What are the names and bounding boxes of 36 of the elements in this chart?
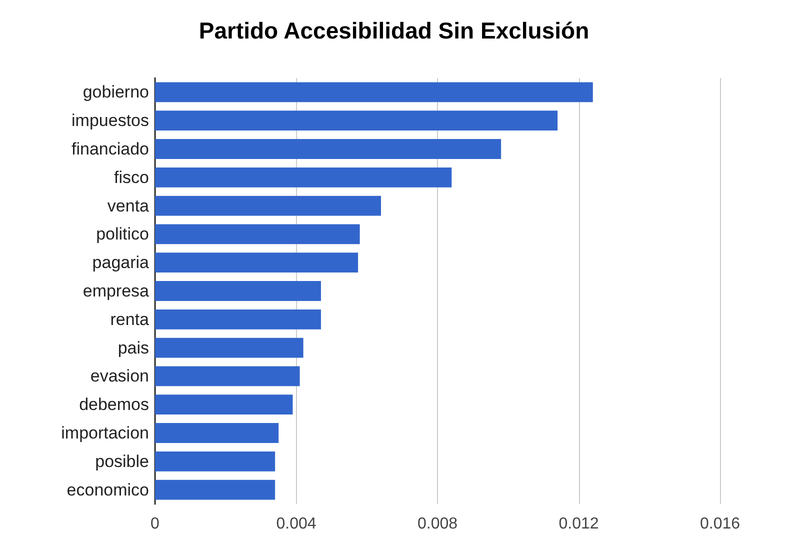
bar: [155, 196, 381, 216]
chart-title: Partido Accesibilidad Sin Exclusión: [198, 18, 590, 44]
y-tick-label: impuestos: [72, 111, 149, 130]
y-tick-label: fisco: [114, 168, 149, 187]
y-tick-label: venta: [107, 196, 150, 216]
x-tick-label: 0.004: [276, 516, 316, 532]
bar: [155, 366, 300, 386]
y-tick-label: posible: [95, 452, 149, 471]
y-tick-label: evasion: [90, 366, 149, 386]
x-tick-label: 0.016: [700, 516, 740, 532]
bar: [155, 167, 452, 188]
y-tick-label: importacion: [61, 424, 149, 442]
y-tick-label: financiado: [71, 140, 149, 158]
x-tick-label: 0.008: [417, 516, 458, 532]
bar: [155, 82, 593, 102]
x-tick-label: 0: [150, 516, 160, 532]
bar: [155, 139, 502, 159]
y-tick-label: pais: [118, 338, 149, 358]
x-tick-label: 0.012: [558, 516, 599, 532]
bar: [155, 110, 558, 131]
bar: [155, 309, 321, 330]
bar: [155, 451, 276, 472]
y-tick-label: debemos: [79, 395, 149, 414]
bar: [155, 480, 276, 500]
bar: [155, 338, 304, 358]
y-tick-label: gobierno: [82, 82, 149, 102]
y-tick-label: politico: [96, 224, 149, 244]
y-tick-label: empresa: [82, 282, 150, 300]
bar: [155, 252, 358, 273]
y-tick-label: economico: [66, 480, 149, 500]
bar: [155, 423, 279, 443]
bar: [155, 281, 321, 301]
y-tick-label: renta: [110, 310, 150, 329]
bar: [155, 394, 293, 415]
bar: [155, 224, 360, 244]
y-tick-label: pagaria: [92, 253, 150, 272]
